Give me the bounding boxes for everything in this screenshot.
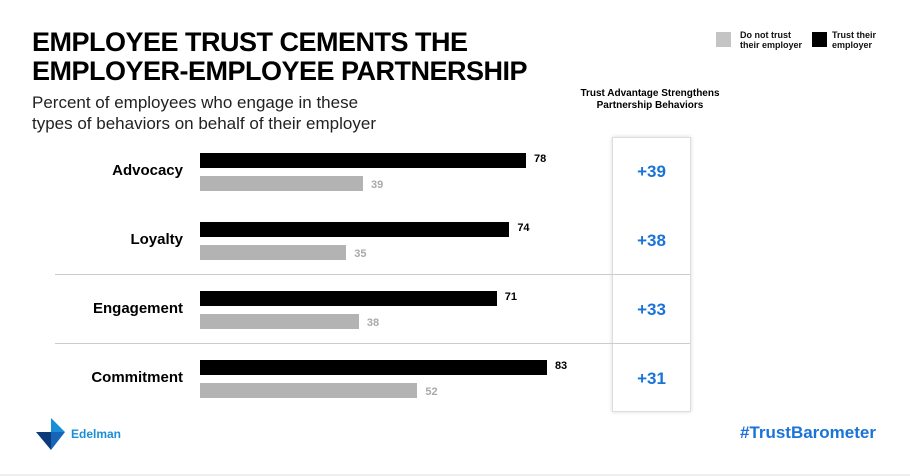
divider	[55, 343, 690, 344]
edelman-logo-text: Edelman	[71, 427, 122, 441]
bar-trust	[200, 291, 497, 306]
data-label: 78	[534, 153, 547, 165]
data-label: 52	[425, 386, 438, 398]
data-label: 38	[366, 317, 380, 329]
legend-label-do-not-trust: Do not trust their employer	[740, 30, 803, 50]
data-label: 71	[504, 291, 518, 303]
hashtag: #TrustBarometer	[739, 423, 876, 442]
bar-do-not-trust	[200, 383, 418, 398]
category-label: Commitment	[91, 369, 183, 386]
advantage-value: +33	[637, 300, 666, 319]
bar-do-not-trust	[200, 314, 359, 329]
data-label: 74	[517, 222, 530, 234]
legend-label-trust: Trust their employer	[832, 30, 877, 50]
chart-title: EMPLOYEE TRUST CEMENTS THE EMPLOYER-EMPL…	[32, 27, 528, 86]
category-label: Loyalty	[130, 231, 183, 248]
category-label: Engagement	[92, 300, 183, 317]
data-label: 83	[554, 360, 568, 372]
advantage-value: +31	[637, 369, 666, 388]
legend-swatch-trust	[812, 32, 827, 47]
category-label: Advocacy	[112, 162, 183, 179]
bar-trust	[200, 153, 527, 168]
advantage-value: +38	[637, 231, 666, 250]
bar-trust	[200, 360, 547, 375]
bar-trust	[200, 222, 510, 237]
bar-do-not-trust	[200, 245, 347, 260]
data-label: 35	[354, 248, 367, 260]
legend-swatch-do-not-trust	[716, 32, 731, 47]
edelman-logo-icon	[36, 418, 65, 450]
divider	[55, 274, 690, 275]
data-label: 39	[371, 179, 384, 191]
chart-subtitle: Percent of employees who engage in these…	[32, 93, 376, 133]
bar-do-not-trust	[200, 176, 364, 191]
advantage-value: +39	[637, 162, 666, 181]
advantage-header: Trust Advantage Strengthens Partnership …	[580, 88, 720, 111]
footer-bar	[0, 474, 910, 476]
